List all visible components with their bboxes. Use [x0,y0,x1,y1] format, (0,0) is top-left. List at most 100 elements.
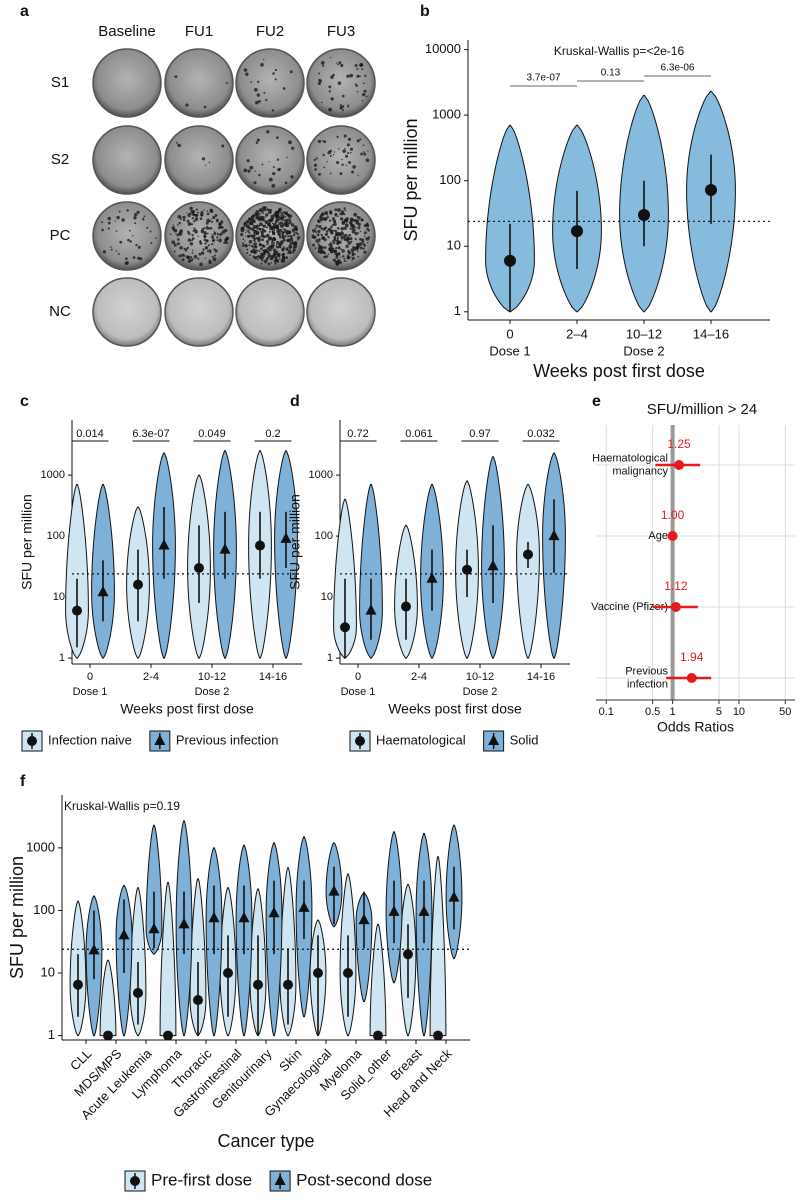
plate-spot [268,177,273,182]
plate-spot [191,237,195,240]
value-label: 1.25 [667,437,691,451]
median-marker [148,922,160,934]
plate [92,48,162,118]
plate-spot [343,207,346,210]
plate-spot [295,231,298,234]
plate-spot [294,227,298,231]
plate-spot [185,103,189,107]
plate-spot [265,206,267,209]
plate-spot [285,256,288,259]
plate-spot [209,208,213,213]
plate-spot [246,248,249,251]
plate-spot [278,167,281,171]
plate-spot [179,246,183,250]
plate-spot [187,238,192,242]
median-marker [571,225,583,238]
plate-spot [320,217,324,222]
plate-spot [197,257,200,260]
plate-spot [357,222,361,227]
plate-spot [365,237,370,241]
plate-spot [178,221,181,225]
plate-spot [361,241,364,244]
median-marker [133,987,143,998]
plate-spot [363,243,365,245]
plate-spot [271,222,274,225]
plate-spot [190,258,194,262]
x-tick-label: 14-16 [259,671,287,683]
plate-spot [362,92,366,97]
legend-key-marker [355,736,365,746]
plate-spot [329,210,333,214]
plate-spot [181,258,185,262]
y-tick-label: malignancy [612,465,668,477]
plate-spot [365,95,368,98]
plate-spot [341,210,343,212]
plate-spot [178,254,182,258]
plate-spot [291,250,295,254]
plate-spot [333,151,336,153]
plate-spot [184,248,188,252]
plate-spot [359,63,363,67]
plate-spot [332,258,336,262]
plate-spot [350,225,352,227]
panel-label: d [290,393,300,410]
plate-spot [343,226,347,230]
plate-spot [291,228,296,232]
plate-spot [337,246,341,250]
plate-spot [177,143,181,148]
plate-spot [272,72,275,75]
plate-spot [268,230,271,233]
plate-spot [133,213,138,217]
plate-spot [347,241,352,245]
plate-spot [273,236,276,240]
plate-spot [319,251,323,254]
plate-spot [248,217,253,222]
plate-spot [267,262,271,266]
plate-spot [317,247,322,252]
plate-spot [217,232,220,236]
plate-spot [296,232,299,236]
plate-spot [208,260,212,265]
plate-spot [339,212,343,216]
plate-spot [354,229,357,231]
plate-spot [289,246,293,249]
violin [429,856,447,1037]
plate-spot [294,242,298,246]
plate [235,201,305,271]
plate-spot [287,238,291,243]
y-axis-title: SFU per million [401,118,421,241]
plate [92,125,162,195]
plate-spot [343,213,346,216]
y-tick-label: 100 [315,530,333,542]
plate-spot [186,219,190,223]
plate-spot [343,257,346,260]
plate-spot [352,245,355,249]
plate-spot [174,75,178,79]
x-tick-label: 0.1 [599,706,614,718]
plate-spot [331,217,335,221]
plate-spot [315,231,317,234]
plate-spot [255,213,259,217]
plate-spot [365,158,370,162]
plate-spot [114,220,116,222]
plate-spot [261,259,264,262]
legend-key-marker [130,1176,140,1186]
plate-spot [171,226,176,230]
y-tick-label: 100 [47,530,65,542]
plate-spot [336,135,339,139]
plate-spot [247,225,250,228]
plate-spot [262,224,267,228]
plate-spot [189,206,193,211]
plate-spot [213,232,217,236]
plate-spot [107,227,110,230]
plate-spot [341,105,345,108]
plate-spot [282,230,286,234]
median-marker [328,885,340,896]
plate-spot [284,215,287,218]
plate-spot [342,255,345,258]
plate-spot [332,239,336,242]
median-marker [401,601,411,612]
plate-spot [208,161,211,164]
plate-spot [354,83,357,85]
plate-spot [256,249,259,252]
